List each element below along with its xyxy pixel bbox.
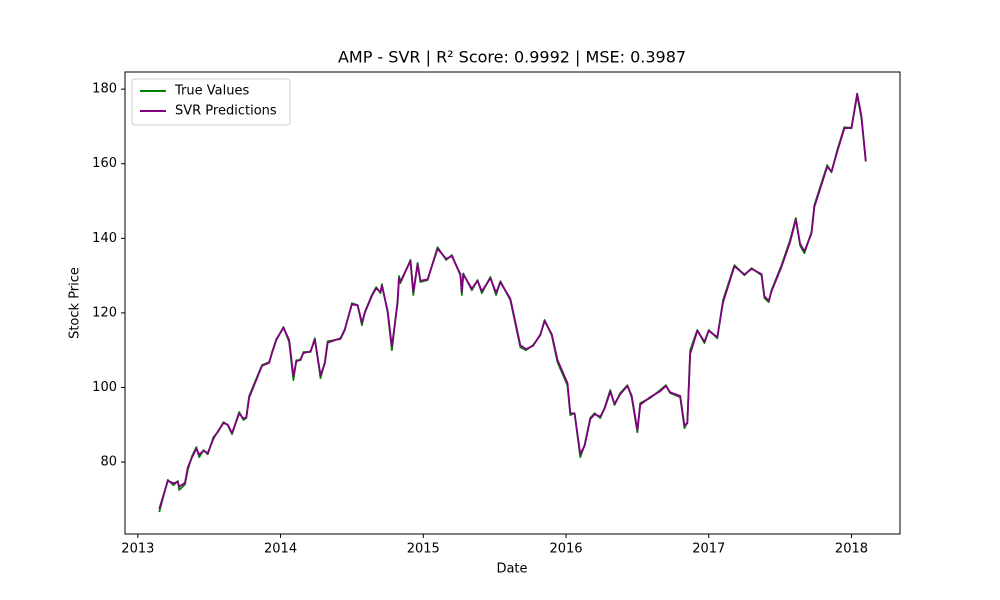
y-tick-label: 160 bbox=[92, 156, 117, 171]
series-line bbox=[158, 92, 867, 510]
x-tick-label: 2014 bbox=[264, 542, 297, 557]
x-tick-label: 2018 bbox=[835, 542, 868, 557]
legend: True Values SVR Predictions bbox=[131, 78, 291, 126]
y-tick-label: 80 bbox=[100, 455, 117, 470]
y-tick-label: 120 bbox=[92, 305, 117, 320]
y-axis-label: Stock Price bbox=[68, 267, 83, 339]
x-tick-label: 2013 bbox=[121, 542, 154, 557]
y-tick-label: 140 bbox=[92, 231, 117, 246]
chart-title: AMP - SVR | R² Score: 0.9992 | MSE: 0.39… bbox=[338, 48, 686, 67]
x-tick-label: 2015 bbox=[407, 542, 440, 557]
x-tick-label: 2016 bbox=[549, 542, 582, 557]
x-axis-label: Date bbox=[496, 562, 527, 577]
x-tick-label: 2017 bbox=[692, 542, 725, 557]
plot-frame bbox=[124, 71, 901, 535]
y-tick-label: 100 bbox=[92, 380, 117, 395]
legend-label: True Values bbox=[174, 84, 249, 99]
y-tick-label: 180 bbox=[92, 82, 117, 97]
legend-box bbox=[131, 78, 291, 126]
legend-label: SVR Predictions bbox=[175, 104, 277, 119]
